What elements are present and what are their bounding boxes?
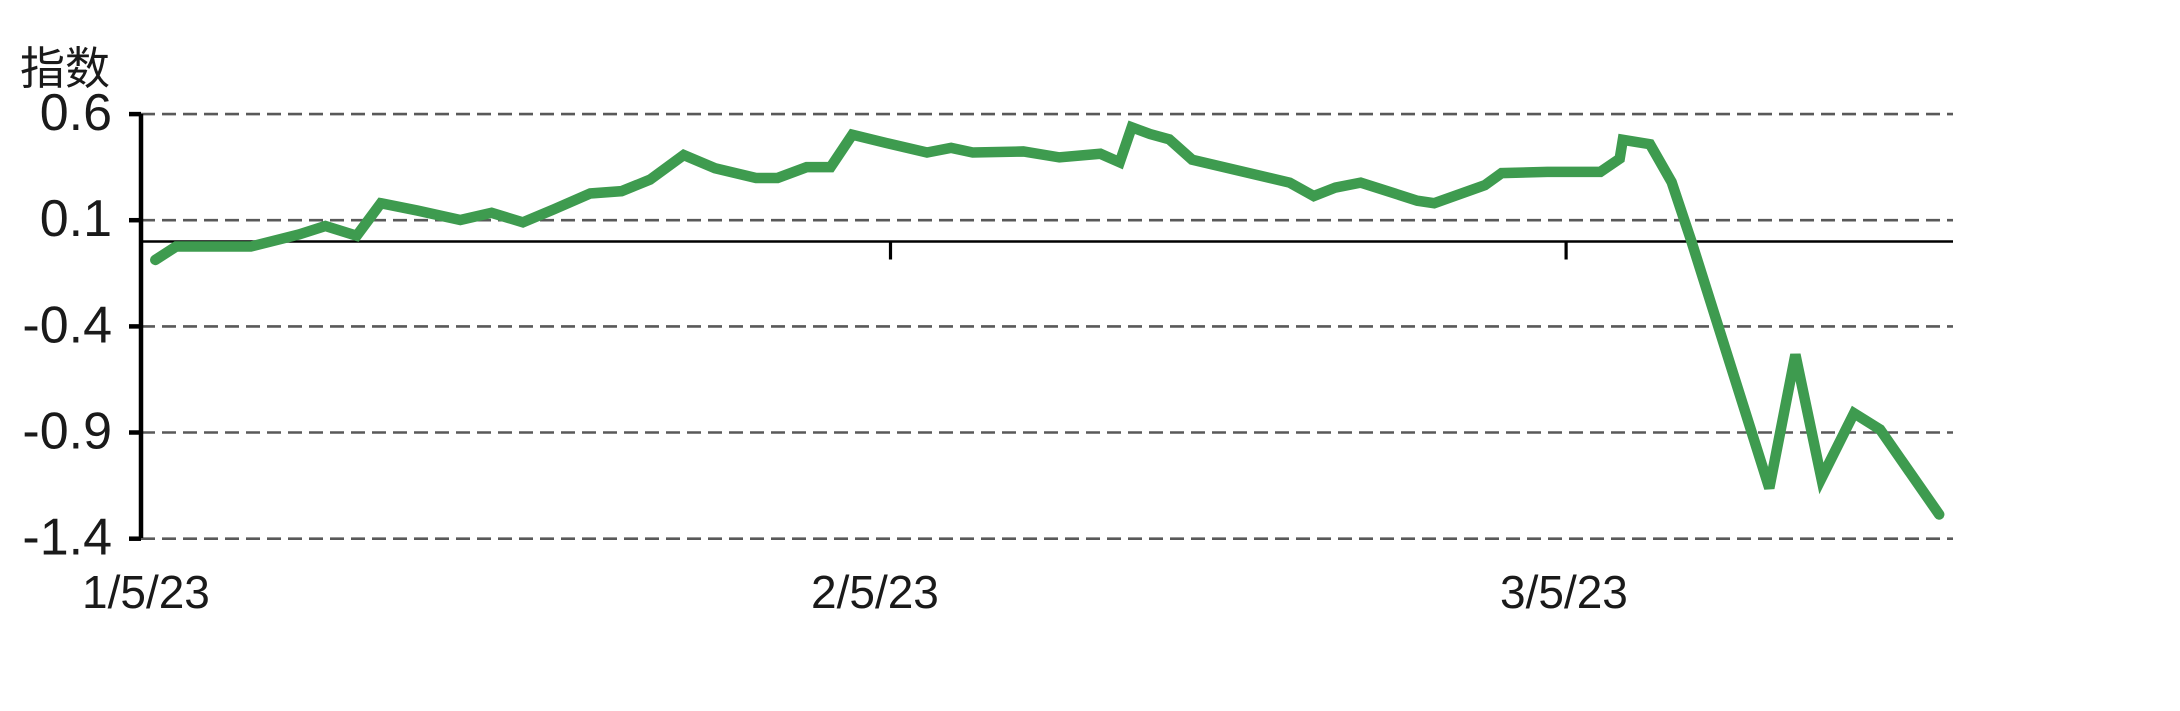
svg-text:指数: 指数: [20, 32, 110, 97]
svg-text:3/5/23: 3/5/23: [1500, 566, 1628, 618]
svg-text:1/5/23: 1/5/23: [82, 566, 210, 618]
svg-text:2/5/23: 2/5/23: [811, 566, 939, 618]
svg-text:0.1: 0.1: [40, 190, 112, 248]
svg-text:-0.9: -0.9: [22, 403, 112, 461]
svg-text:-1.4: -1.4: [22, 509, 112, 567]
svg-text:-0.4: -0.4: [22, 296, 112, 354]
